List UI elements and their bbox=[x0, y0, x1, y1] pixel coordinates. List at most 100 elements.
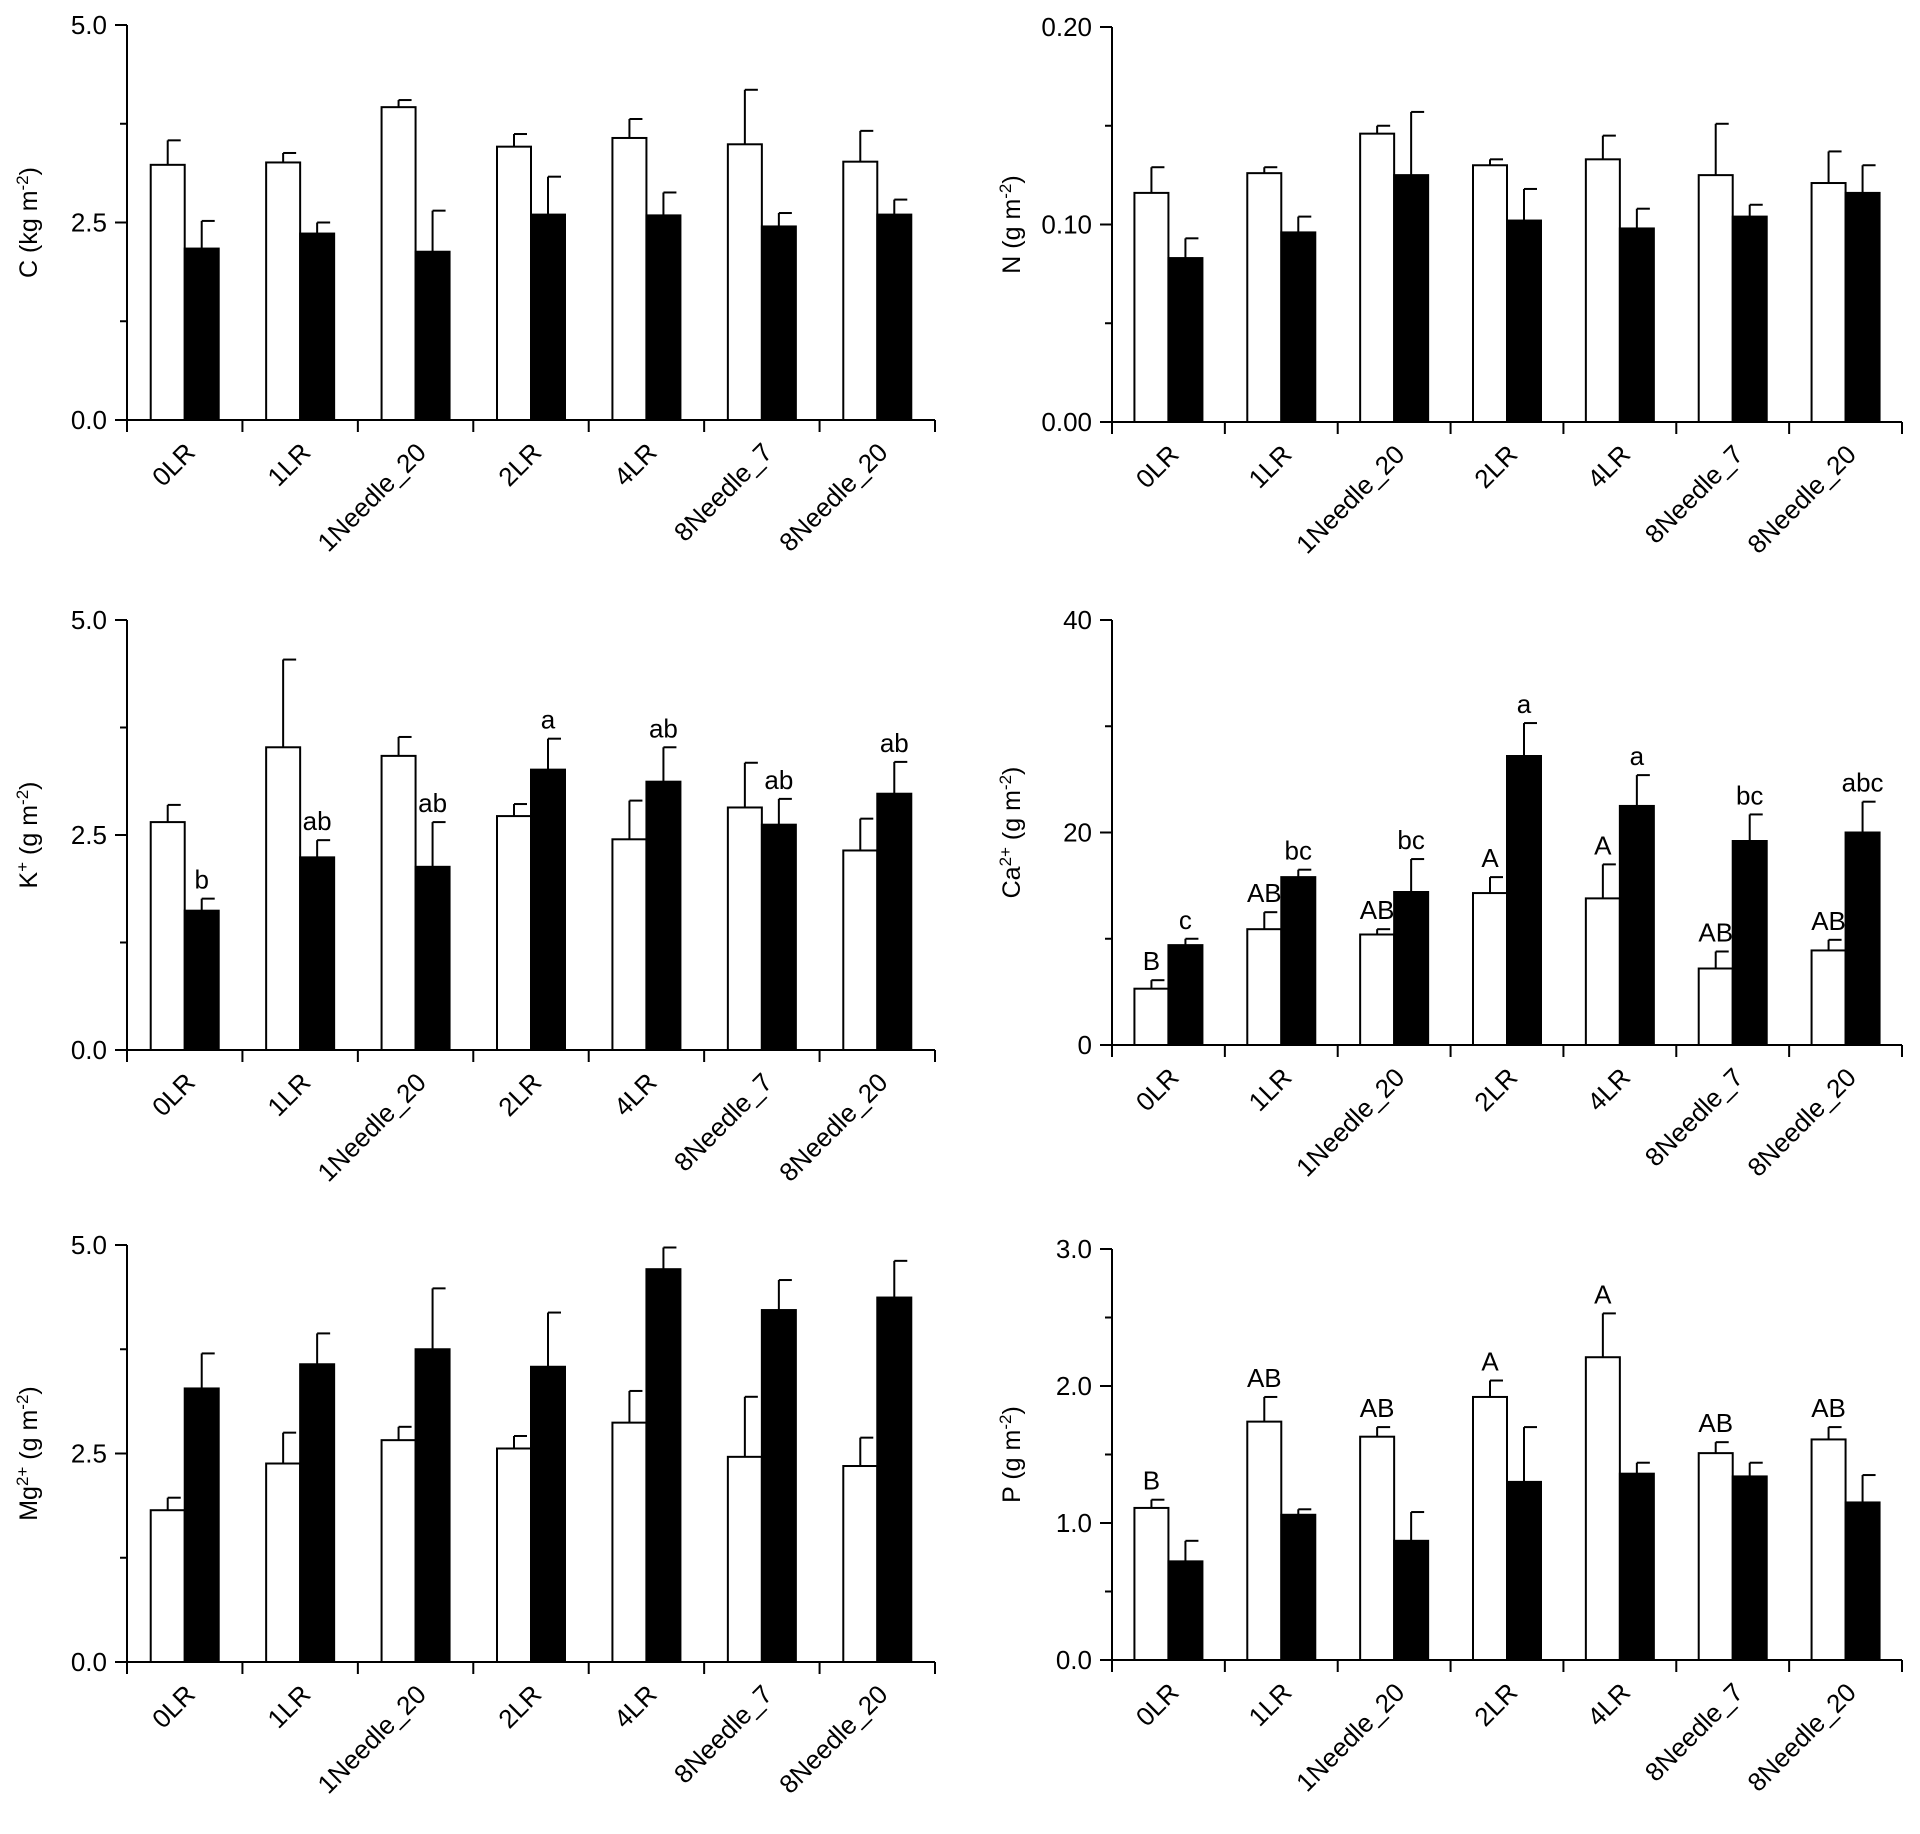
y-tick-label: 0.0 bbox=[71, 405, 107, 435]
y-axis-label-superscript: -2 bbox=[13, 175, 32, 190]
x-tick-label: 2LR bbox=[492, 437, 547, 492]
y-tick-label: 0.0 bbox=[1056, 1645, 1092, 1675]
bar-filled bbox=[645, 214, 682, 421]
bar-filled bbox=[183, 909, 220, 1051]
panel-phosphorus: 0.0 1.0 2.0 3.0 P (g m-2) B 0LR AB 1LR AB 1Needle_… bbox=[996, 1234, 1903, 1797]
bar-filled bbox=[299, 232, 336, 421]
y-tick-label: 5.0 bbox=[71, 10, 107, 40]
bar-filled bbox=[414, 865, 451, 1051]
x-tick-label: 1LR bbox=[1243, 1677, 1298, 1732]
y-tick-label: 0.20 bbox=[1041, 12, 1092, 42]
bar-filled bbox=[760, 823, 797, 1051]
bar-filled bbox=[876, 213, 913, 421]
bar-open bbox=[265, 161, 302, 422]
bar-open bbox=[1359, 132, 1396, 423]
bar-open bbox=[1133, 987, 1170, 1046]
y-tick-label: 40 bbox=[1063, 605, 1092, 635]
bar-open bbox=[380, 1439, 417, 1663]
bar-filled bbox=[876, 792, 913, 1051]
significance-letter: AB bbox=[1360, 895, 1395, 925]
bar-open bbox=[265, 1462, 302, 1664]
x-tick-label: 8Needle_20 bbox=[1741, 1677, 1861, 1797]
bar-open bbox=[496, 1447, 532, 1663]
significance-letter: c bbox=[1179, 905, 1192, 935]
bar-filled bbox=[1393, 1539, 1430, 1662]
y-axis-label-text: ) bbox=[998, 175, 1026, 183]
y-axis-label-text: ) bbox=[15, 781, 43, 789]
y-axis-label-text: ) bbox=[998, 1406, 1026, 1414]
y-tick-label: 1.0 bbox=[1056, 1508, 1092, 1538]
x-tick-label: 8Needle_7 bbox=[668, 1067, 778, 1177]
y-axis-label-text: ) bbox=[998, 767, 1026, 775]
bar-filled bbox=[1393, 891, 1430, 1046]
panel-potassium: 0.0 2.5 5.0 K+ (g m-2) b 0LR ab 1LR ab 1Needle_20… bbox=[13, 605, 936, 1187]
x-tick-label: 1Needle_20 bbox=[311, 437, 431, 557]
y-axis-label: Mg2+ (g m-2) bbox=[13, 1386, 43, 1521]
bar-filled bbox=[1731, 840, 1768, 1046]
significance-letter: b bbox=[194, 865, 208, 895]
y-axis-label-text: (g m bbox=[15, 1410, 43, 1467]
bar-open bbox=[842, 1465, 879, 1664]
significance-letter: a bbox=[1630, 741, 1645, 771]
bar-filled bbox=[1280, 231, 1317, 423]
bar-open bbox=[496, 145, 532, 421]
x-tick-label: 4LR bbox=[608, 1679, 663, 1734]
bar-filled bbox=[1731, 1475, 1768, 1662]
significance-letter: a bbox=[1517, 689, 1532, 719]
x-tick-label: 0LR bbox=[1130, 1677, 1185, 1732]
bar-filled bbox=[1618, 227, 1655, 423]
y-axis-label-superscript: -2 bbox=[996, 775, 1015, 790]
significance-letter: ab bbox=[418, 788, 447, 818]
significance-letter: A bbox=[1594, 1279, 1612, 1309]
bar-open bbox=[726, 806, 763, 1051]
y-axis-label-text: Mg bbox=[15, 1486, 43, 1521]
y-tick-label: 0.10 bbox=[1041, 210, 1092, 240]
bar-filled bbox=[1280, 1513, 1317, 1662]
bar-filled bbox=[876, 1296, 913, 1663]
bar-filled bbox=[1167, 257, 1204, 424]
x-tick-label: 8Needle_7 bbox=[1639, 1062, 1749, 1172]
significance-letter: B bbox=[1143, 946, 1160, 976]
x-tick-label: 1Needle_20 bbox=[1290, 439, 1410, 559]
bar-open bbox=[1810, 1438, 1847, 1662]
bar-filled bbox=[1280, 876, 1317, 1046]
bar-filled bbox=[530, 768, 566, 1051]
significance-letter: AB bbox=[1698, 1408, 1733, 1438]
y-tick-label: 3.0 bbox=[1056, 1234, 1092, 1264]
x-tick-label: 2LR bbox=[1468, 1677, 1523, 1732]
y-tick-label: 2.5 bbox=[71, 1439, 107, 1469]
bar-filled bbox=[530, 213, 566, 421]
bar-open bbox=[1697, 967, 1734, 1046]
x-tick-label: 8Needle_7 bbox=[668, 1679, 778, 1789]
bar-open bbox=[611, 136, 648, 421]
y-axis-label-text: K bbox=[15, 872, 43, 889]
x-tick-label: 8Needle_20 bbox=[773, 437, 893, 557]
y-axis-label: P (g m-2) bbox=[996, 1406, 1026, 1503]
x-tick-label: 0LR bbox=[146, 1067, 201, 1122]
bar-filled bbox=[1167, 1560, 1204, 1661]
x-tick-label: 2LR bbox=[492, 1679, 547, 1734]
significance-letter: A bbox=[1594, 830, 1612, 860]
significance-letter: A bbox=[1481, 1347, 1499, 1377]
bar-open bbox=[1810, 949, 1847, 1046]
bar-filled bbox=[530, 1365, 566, 1664]
bar-filled bbox=[414, 250, 451, 421]
bar-open bbox=[1246, 172, 1283, 423]
bar-filled bbox=[299, 856, 336, 1051]
bar-open bbox=[1584, 897, 1621, 1046]
bar-filled bbox=[645, 780, 682, 1051]
significance-letter: AB bbox=[1698, 918, 1733, 948]
bar-open bbox=[1359, 933, 1396, 1046]
y-axis-label-text: Ca bbox=[998, 866, 1026, 898]
bar-filled bbox=[183, 247, 220, 421]
y-axis-label: N (g m-2) bbox=[996, 175, 1026, 273]
y-axis-label: Ca2+ (g m-2) bbox=[996, 767, 1026, 899]
bar-filled bbox=[760, 225, 797, 421]
x-tick-label: 4LR bbox=[608, 437, 663, 492]
x-tick-label: 8Needle_20 bbox=[1741, 439, 1861, 559]
bar-filled bbox=[1844, 191, 1881, 423]
significance-letter: A bbox=[1481, 843, 1499, 873]
x-tick-label: 0LR bbox=[1130, 1062, 1185, 1117]
